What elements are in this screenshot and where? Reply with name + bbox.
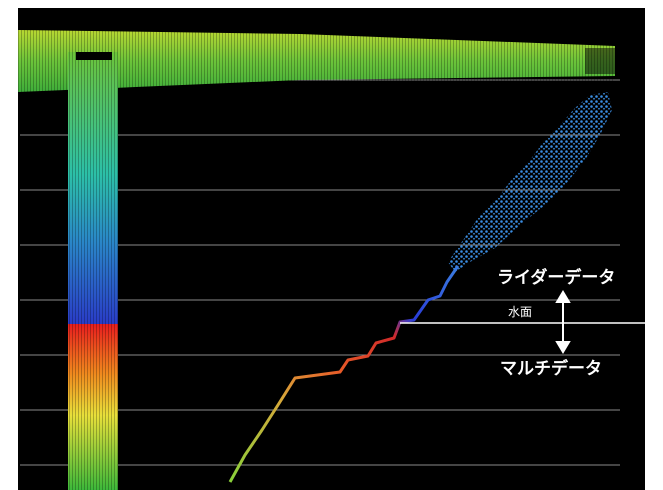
lidar-label: ライダーデータ <box>497 267 615 288</box>
pier-texture <box>68 52 118 490</box>
page: ライダーデータ 水面 マルチデータ (() => { const data = … <box>0 0 663 490</box>
deck-end <box>585 48 615 74</box>
multibeam-label: マルチデータ <box>500 358 602 379</box>
point-cloud-figure: ライダーデータ 水面 マルチデータ <box>0 0 663 490</box>
water-surface-label: 水面 <box>508 305 532 319</box>
pier-top-gap <box>76 52 112 60</box>
